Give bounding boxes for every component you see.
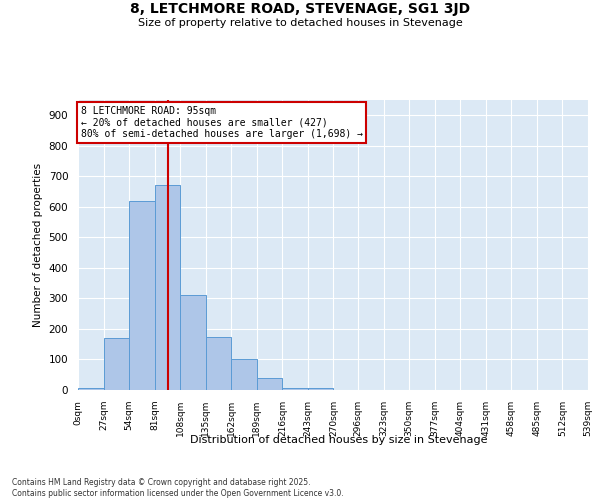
Text: Distribution of detached houses by size in Stevenage: Distribution of detached houses by size … [190,435,488,445]
Text: Size of property relative to detached houses in Stevenage: Size of property relative to detached ho… [137,18,463,28]
Text: 8 LETCHMORE ROAD: 95sqm
← 20% of detached houses are smaller (427)
80% of semi-d: 8 LETCHMORE ROAD: 95sqm ← 20% of detache… [80,106,362,139]
Bar [206,336,231,390]
Bar [78,388,104,390]
Bar [308,388,334,390]
Bar [180,296,206,390]
Text: Contains HM Land Registry data © Crown copyright and database right 2025.
Contai: Contains HM Land Registry data © Crown c… [12,478,344,498]
Bar [283,388,308,390]
Bar [155,186,180,390]
Bar [257,378,283,390]
Y-axis label: Number of detached properties: Number of detached properties [33,163,43,327]
Text: 8, LETCHMORE ROAD, STEVENAGE, SG1 3JD: 8, LETCHMORE ROAD, STEVENAGE, SG1 3JD [130,2,470,16]
Bar [129,200,155,390]
Bar [231,360,257,390]
Bar [104,338,129,390]
